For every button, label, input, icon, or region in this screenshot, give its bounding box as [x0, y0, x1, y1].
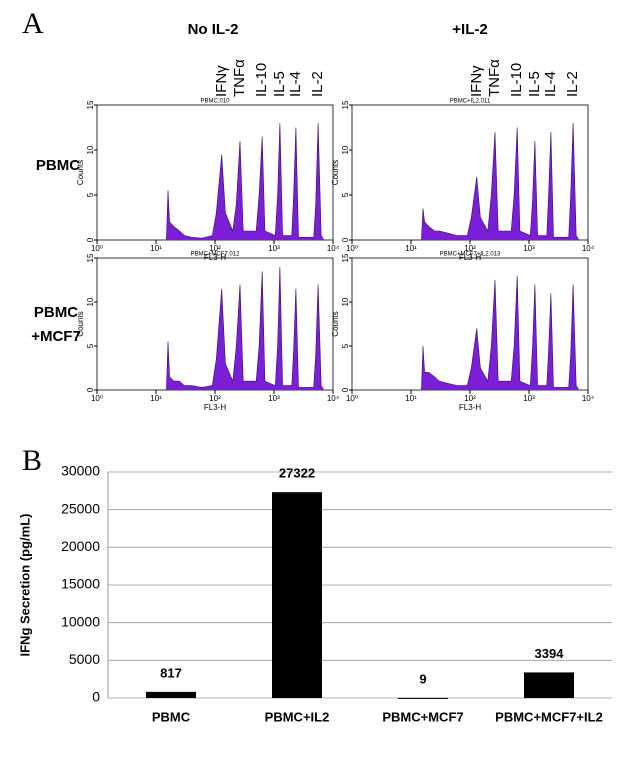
y-tick-label: 10 [341, 145, 350, 154]
x-tick-label: 10³ [523, 394, 535, 403]
bar [272, 492, 322, 698]
cytokine-label: IL-10 [253, 63, 270, 97]
histogram-area [166, 266, 325, 391]
y-tick-label: 10 [341, 297, 350, 306]
x-tick-label: 10³ [268, 244, 280, 253]
cytokine-label: IFNγ [213, 65, 230, 97]
y-tick-label: 5 [341, 192, 350, 197]
x-tick-label: 10¹ [405, 394, 417, 403]
y-tick-label: 10 [86, 297, 95, 306]
y-tick-label: 5 [341, 343, 350, 348]
cytokine-label: IL-4 [542, 71, 559, 97]
data-label: 27322 [279, 466, 315, 481]
x-tick-label: 10¹ [405, 244, 417, 253]
x-tick-label: 10⁴ [327, 244, 340, 253]
y-tick-label: 0 [341, 237, 350, 242]
cytokine-label: TNFα [231, 59, 248, 97]
x-tick-label: 10⁴ [582, 394, 595, 403]
x-tick-label: 10² [464, 394, 476, 403]
x-tick-label: 10⁰ [346, 244, 358, 253]
x-tick-label: 10¹ [150, 394, 162, 403]
y-tick-label: 15 [86, 253, 95, 262]
y-tick-label: 0 [92, 689, 100, 705]
column-header: No IL-2 [188, 21, 239, 38]
y-tick-label: 15 [341, 253, 350, 262]
panel-label: A [22, 7, 44, 40]
cytokine-label: IFNγ [468, 65, 485, 97]
x-tick-label: 10⁴ [582, 244, 595, 253]
cytokine-label: TNFα [486, 59, 503, 97]
x-tick-label: PBMC+IL2 [265, 709, 330, 724]
y-tick-label: 20000 [61, 538, 100, 554]
y-axis-label: Counts [331, 160, 340, 185]
y-axis-label: IFNg Secretion (pg/mL) [17, 514, 32, 657]
cytokine-label: IL-5 [526, 71, 543, 97]
y-tick-label: 10000 [61, 613, 100, 629]
bar [398, 697, 448, 699]
x-tick-label: 10² [209, 244, 221, 253]
y-tick-label: 15 [86, 100, 95, 109]
x-tick-label: 10² [209, 394, 221, 403]
x-axis-label: FL3-H [459, 403, 481, 412]
histogram-area [421, 122, 580, 241]
y-tick-label: 5 [86, 343, 95, 348]
data-label: 817 [160, 665, 182, 680]
x-tick-label: 10⁰ [91, 394, 103, 403]
x-axis-label: FL3-H [204, 403, 226, 412]
y-axis-label: Counts [331, 311, 340, 336]
y-tick-label: 25000 [61, 500, 100, 516]
y-tick-label: 15000 [61, 576, 100, 592]
histogram-area [421, 275, 580, 391]
bar [146, 691, 196, 698]
y-tick-label: 0 [86, 237, 95, 242]
y-tick-label: 0 [341, 387, 350, 392]
y-tick-label: 10 [86, 145, 95, 154]
data-label: 3394 [535, 646, 565, 661]
y-tick-label: 30000 [61, 463, 100, 479]
subtitle: PBMC+MCF7.012 [191, 252, 241, 258]
cytokine-label: IL-2 [309, 71, 326, 97]
data-label: 9 [419, 671, 426, 686]
cytokine-label: IL-5 [271, 71, 288, 97]
x-tick-label: 10⁰ [91, 244, 103, 253]
subtitle: PBMC.010 [200, 99, 230, 105]
y-tick-label: 5 [86, 192, 95, 197]
x-tick-label: 10¹ [150, 244, 162, 253]
x-tick-label: PBMC+MCF7 [382, 709, 463, 724]
x-tick-label: 10² [464, 244, 476, 253]
cytokine-label: IL-4 [287, 71, 304, 97]
x-tick-label: 10³ [523, 244, 535, 253]
panel-label: B [22, 444, 42, 477]
histogram-area [166, 122, 325, 241]
x-tick-label: 10⁰ [346, 394, 358, 403]
cytokine-label: IL-2 [564, 71, 581, 97]
y-axis-label: Counts [76, 311, 85, 336]
column-header: +IL-2 [452, 21, 487, 38]
y-tick-label: 5000 [69, 651, 100, 667]
x-tick-label: PBMC [152, 709, 191, 724]
row-label: +MCF7 [31, 328, 81, 345]
row-label: PBMC [34, 304, 78, 321]
y-axis-label: Counts [76, 160, 85, 185]
y-tick-label: 15 [341, 100, 350, 109]
y-tick-label: 0 [86, 387, 95, 392]
subtitle: PBMC+MCF7+IL2.013 [440, 252, 501, 258]
x-tick-label: 10³ [268, 394, 280, 403]
bar [524, 672, 574, 698]
row-label: PBMC [36, 157, 80, 174]
x-tick-label: PBMC+MCF7+IL2 [495, 709, 603, 724]
x-tick-label: 10⁴ [327, 394, 340, 403]
subtitle: PBMC+IL2.011 [450, 99, 491, 105]
cytokine-label: IL-10 [508, 63, 525, 97]
